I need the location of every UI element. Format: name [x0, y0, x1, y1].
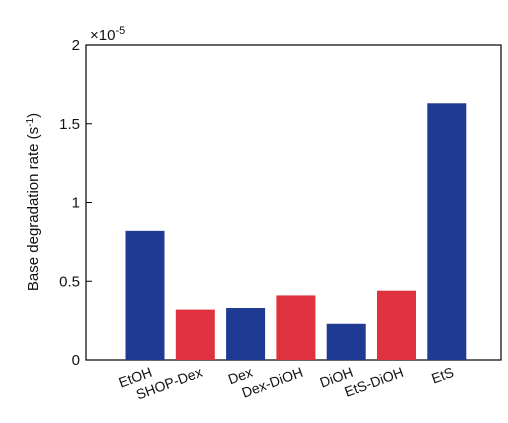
scale-multiplier: ×10-5 — [90, 25, 125, 44]
bar-ets — [427, 103, 467, 361]
bar-dex-dioh — [276, 295, 316, 360]
y-tick-label: 0 — [72, 352, 80, 369]
y-tick-label: 1.5 — [59, 116, 80, 133]
bar-ets-dioh — [377, 290, 416, 360]
y-axis-label: Base degradation rate (s-1) — [25, 113, 42, 291]
y-tick-label: 0.5 — [59, 273, 80, 290]
bar-etoh — [125, 230, 165, 360]
bar-dex — [226, 308, 266, 360]
y-tick-label: 2 — [72, 37, 80, 54]
y-axis-label-sup: -1 — [25, 117, 36, 126]
bars-group — [125, 103, 467, 361]
bar-dioh — [326, 323, 366, 360]
bar-shop-dex — [175, 309, 215, 360]
scale-exponent: -5 — [115, 25, 125, 37]
x-tick-label: EtS — [429, 364, 456, 387]
y-tick-label: 1 — [72, 195, 80, 212]
y-axis: 0 0.5 1 1.5 2 — [59, 37, 92, 369]
x-tick-label: EtS-DiOH — [342, 364, 405, 400]
y-axis-label-close: ) — [25, 113, 42, 118]
